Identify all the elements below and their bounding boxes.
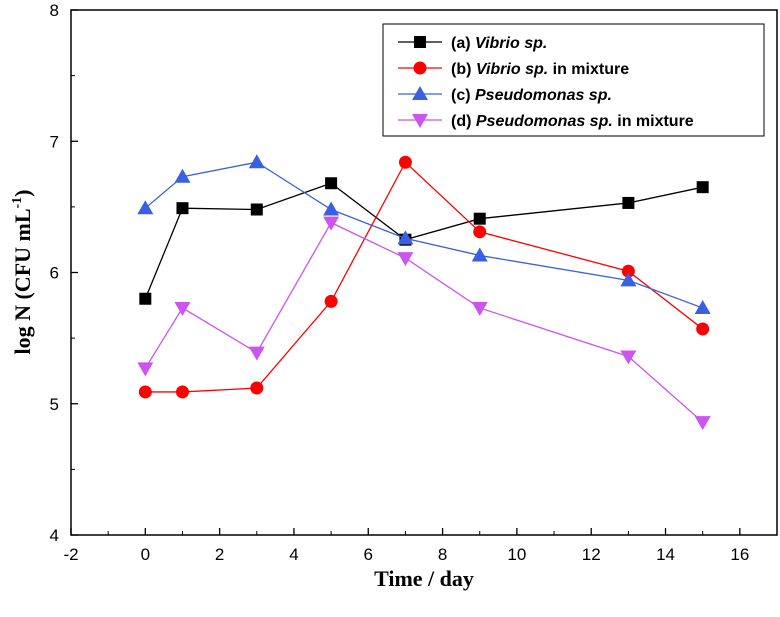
legend-box: [382, 23, 765, 137]
y-axis-title-close: ): [10, 189, 35, 196]
series-line: [144, 221, 704, 423]
legend-marker: [414, 36, 426, 48]
y-axis-title: log N (CFU mL-1): [10, 189, 35, 354]
legend-label-prefix: (a): [451, 35, 475, 52]
data-point: [250, 203, 263, 216]
y-tick-label: 6: [50, 264, 59, 283]
series-line: [144, 182, 703, 299]
data-point: [620, 272, 637, 287]
data-point: [139, 292, 152, 305]
y-tick-label: 5: [50, 395, 59, 414]
legend-label-species: Vibrio sp.: [476, 61, 548, 78]
legend-entry: (c) Pseudomonas sp.: [398, 86, 612, 104]
legend-label-species: Vibrio sp.: [475, 35, 547, 52]
legend-marker: [412, 114, 428, 128]
legend-label-prefix: (d): [451, 113, 476, 130]
legend-label: (d) Pseudomonas sp. in mixture: [451, 113, 694, 130]
data-point: [174, 301, 191, 316]
series-3: [137, 216, 711, 431]
x-tick-label: 14: [656, 545, 675, 564]
y-tick-label: 8: [50, 1, 59, 20]
y-axis-title-main: log N (CFU mL: [10, 208, 35, 354]
data-point: [248, 346, 265, 361]
x-tick-label: 10: [507, 545, 526, 564]
x-tick-label: 6: [364, 545, 373, 564]
legend-label: (b) Vibrio sp. in mixture: [451, 61, 629, 78]
data-point: [175, 385, 189, 399]
legend: (a) Vibrio sp.(b) Vibrio sp. in mixture(…: [382, 23, 765, 137]
y-axis-title-superscript: -1: [10, 197, 25, 209]
y-tick-label: 4: [50, 526, 59, 545]
x-tick-label: 12: [582, 545, 601, 564]
data-point: [622, 196, 635, 209]
series-line: [144, 161, 703, 309]
data-point: [471, 247, 488, 262]
legend-marker: [413, 61, 427, 75]
data-point: [325, 177, 338, 190]
data-point: [398, 155, 412, 169]
data-point: [137, 200, 154, 215]
data-point: [397, 252, 414, 267]
legend-label: (c) Pseudomonas sp.: [451, 87, 612, 104]
x-tick-label: 2: [215, 545, 224, 564]
data-point: [323, 216, 340, 231]
data-point: [323, 201, 340, 216]
x-tick-label: 4: [289, 545, 298, 564]
data-point: [138, 385, 152, 399]
series-layer: [137, 154, 711, 431]
legend-label-suffix: in mixture: [548, 61, 629, 78]
x-tick-label: -2: [63, 545, 78, 564]
data-point: [621, 264, 635, 278]
y-tick-label: 7: [50, 132, 59, 151]
legend-label-suffix: in mixture: [613, 113, 694, 130]
legend-label-species: Pseudomonas sp.: [475, 87, 612, 104]
data-point: [174, 168, 191, 183]
series-2: [137, 154, 711, 314]
data-point: [694, 416, 711, 431]
x-tick-label: 8: [438, 545, 447, 564]
axis-ticks: -2 0 2 4 6 8 10 12 14 16 4 5 6 7 8: [50, 1, 750, 564]
data-point: [473, 225, 487, 239]
data-point: [696, 322, 710, 336]
legend-marker: [412, 86, 428, 100]
legend-entry: (b) Vibrio sp. in mixture: [398, 61, 629, 78]
legend-label-prefix: (c): [451, 87, 475, 104]
legend-label: (a) Vibrio sp.: [451, 35, 547, 52]
data-point: [137, 362, 154, 377]
data-point: [620, 350, 637, 365]
series-line: [145, 161, 704, 393]
legend-entry: (a) Vibrio sp.: [398, 35, 547, 52]
legend-label-prefix: (b): [451, 61, 476, 78]
data-point: [473, 212, 486, 225]
data-point: [471, 301, 488, 316]
data-point: [250, 381, 264, 395]
data-point: [397, 230, 414, 245]
x-axis-title: Time / day: [374, 566, 474, 591]
data-point: [176, 202, 189, 215]
data-point: [324, 294, 338, 308]
x-tick-label: 16: [730, 545, 749, 564]
data-point: [248, 154, 265, 169]
legend-entry: (d) Pseudomonas sp. in mixture: [398, 113, 694, 130]
series-1: [138, 155, 710, 399]
data-point: [694, 299, 711, 314]
legend-label-species: Pseudomonas sp.: [476, 113, 613, 130]
x-tick-label: 0: [141, 545, 150, 564]
data-point: [696, 181, 709, 194]
